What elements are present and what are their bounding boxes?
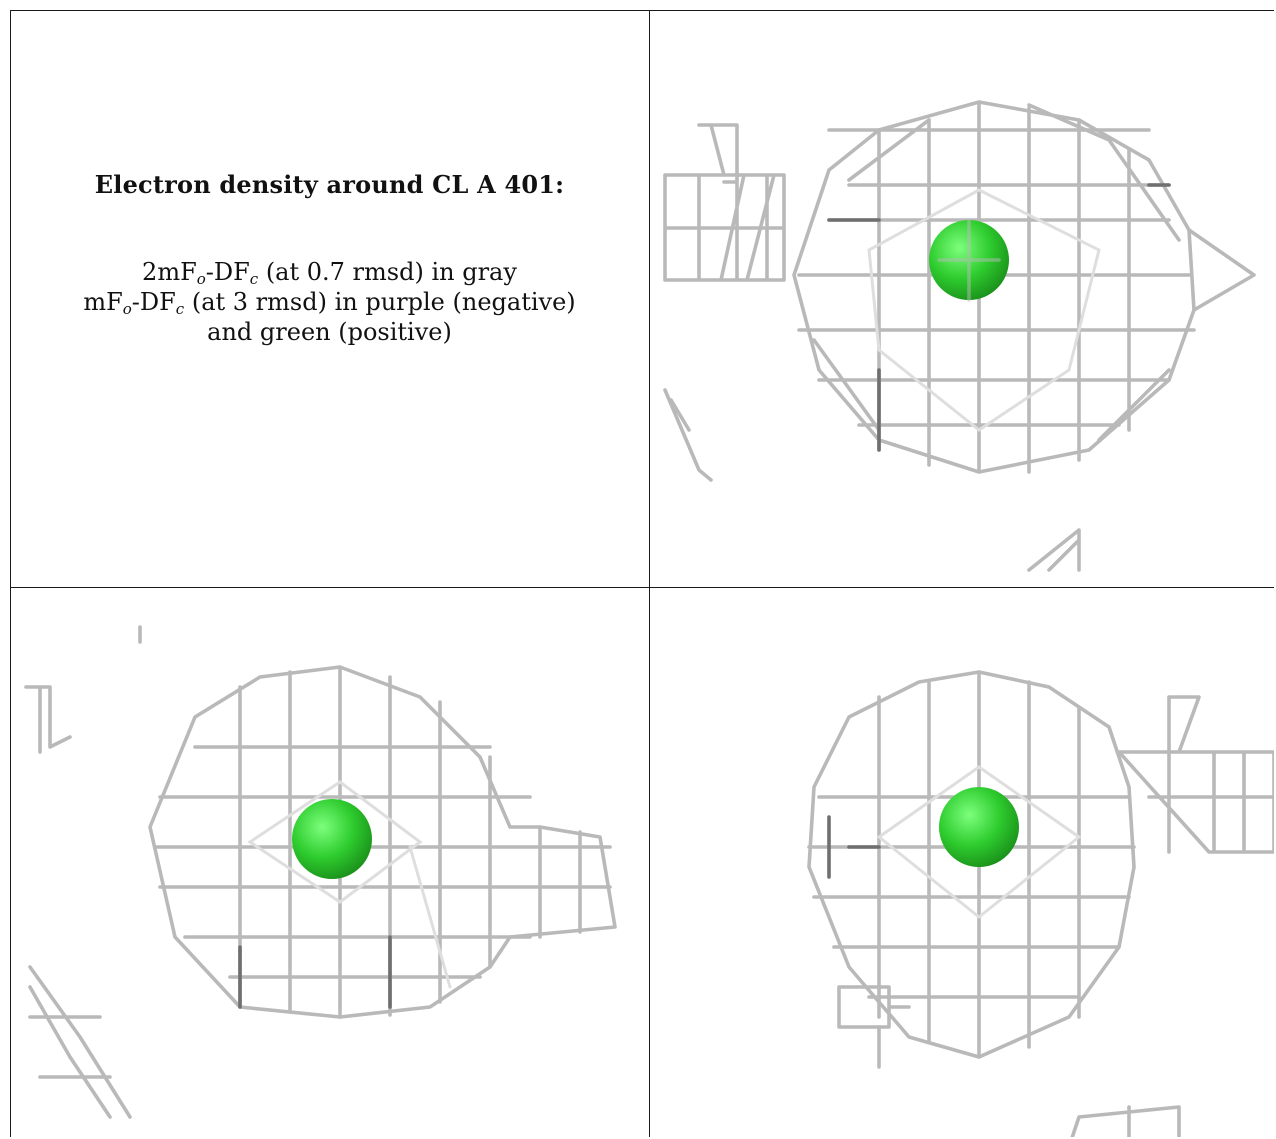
density-view-2 (10, 587, 649, 1137)
lower-fragment (1070, 1105, 1181, 1137)
caption-line1-mid: -DF (205, 258, 250, 286)
figure-grid: Electron density around CL A 401: 2mFo-D… (10, 10, 1274, 1137)
density-view-3 (649, 587, 1274, 1137)
density-mesh-view-2 (24, 625, 617, 1119)
caption-line1-sub2: c (249, 270, 259, 288)
caption-line2-post: (at 3 rmsd) in purple (negative) (184, 288, 576, 316)
density-cage-3 (807, 670, 1136, 1069)
caption-line1-pre: 2mF (142, 258, 197, 286)
caption-line-gray: 2mFo-DFc (at 0.7 rmsd) in gray (10, 257, 649, 287)
caption-line2-mid: -DF (131, 288, 176, 316)
border-middle (649, 10, 650, 1137)
side-mesh-left (24, 625, 142, 1119)
lower-fragment (1027, 528, 1081, 572)
border-horizontal (10, 587, 1274, 588)
chloride-ion-sphere (939, 787, 1019, 867)
caption-line2-pre: mF (83, 288, 123, 316)
density-cage-1 (792, 100, 1256, 474)
caption-line1-post: (at 0.7 rmsd) in gray (258, 258, 517, 286)
caption-line-difference: mFo-DFc (at 3 rmsd) in purple (negative) (10, 287, 649, 317)
border-left (10, 10, 11, 1137)
border-top (10, 10, 1274, 11)
density-mesh-view-1 (663, 100, 1256, 572)
caption: Electron density around CL A 401: 2mFo-D… (10, 170, 649, 347)
side-mesh-left (663, 123, 786, 482)
caption-panel: Electron density around CL A 401: 2mFo-D… (10, 10, 649, 587)
caption-line-positive: and green (positive) (207, 318, 452, 346)
density-view-1 (649, 10, 1274, 587)
caption-title: Electron density around CL A 401: (94, 170, 565, 199)
caption-line2-sub1: o (122, 300, 132, 318)
density-mesh-view-3 (807, 670, 1274, 1137)
density-cage-2 (148, 665, 617, 1019)
caption-line1-sub1: o (196, 270, 206, 288)
side-mesh-right (1117, 695, 1274, 854)
caption-line2-sub2: c (175, 300, 185, 318)
chloride-ion-sphere (292, 799, 372, 879)
